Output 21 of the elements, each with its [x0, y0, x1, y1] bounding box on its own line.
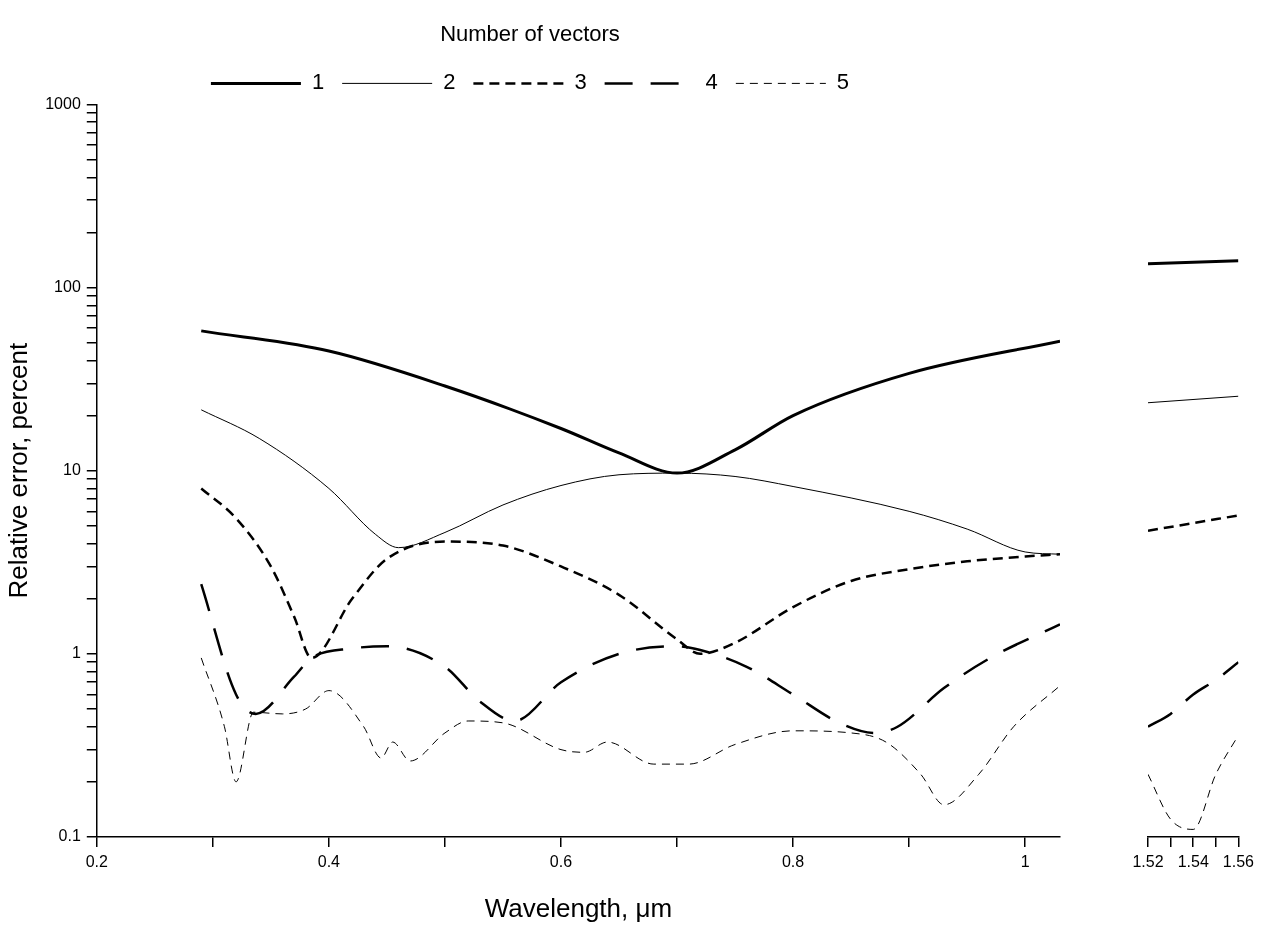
y-tick-label: 0.1 [58, 827, 81, 845]
x-tick-label: 1.56 [1222, 853, 1255, 871]
x-tick-label: 0.2 [85, 853, 109, 871]
x-axis-title: Wavelength, μm [484, 892, 673, 923]
legend-label: 4 [705, 69, 718, 95]
legend-label: 2 [443, 69, 456, 95]
y-tick-label: 1000 [45, 94, 81, 112]
legend-label: 5 [836, 69, 850, 95]
x-tick-label: 0.4 [317, 853, 341, 871]
x-tick-label: 0.8 [781, 853, 805, 871]
y-tick-label: 10 [63, 461, 81, 479]
legend-title: Number of vectors [440, 21, 620, 47]
x-tick-label: 1 [1020, 853, 1030, 871]
x-tick-label: 1.54 [1177, 853, 1209, 871]
y-tick-label: 100 [54, 277, 81, 295]
x-tick-label: 1.52 [1132, 853, 1164, 871]
x-tick-label: 0.6 [549, 853, 573, 871]
y-tick-label: 1 [71, 644, 81, 662]
legend-label: 1 [311, 69, 325, 95]
y-axis-title: Relative error, percent [2, 342, 33, 599]
legend-label: 3 [574, 69, 587, 95]
